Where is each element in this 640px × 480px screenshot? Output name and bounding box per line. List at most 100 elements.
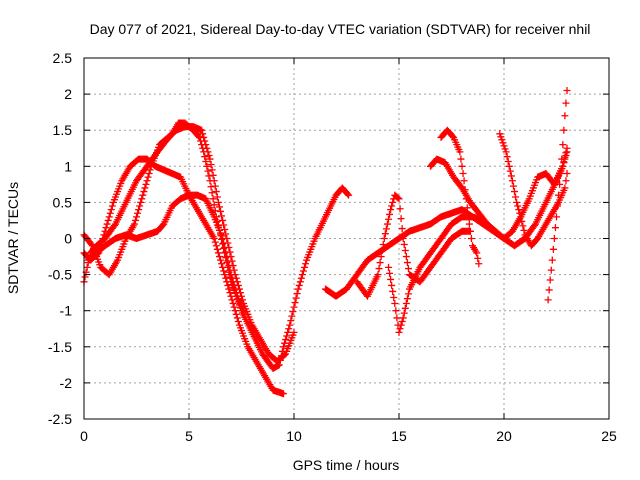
data-point: [203, 144, 211, 152]
data-point: [222, 230, 230, 238]
data-point: [214, 198, 222, 206]
data-point: [390, 293, 398, 301]
data-point: [283, 332, 291, 340]
data-point: [227, 292, 235, 300]
data-point: [198, 126, 206, 134]
data-point: [204, 148, 212, 156]
data-point: [548, 256, 556, 264]
y-tick-label: 2.5: [53, 50, 73, 66]
data-point: [302, 260, 310, 268]
data-point: [379, 241, 387, 249]
data-point: [99, 235, 107, 242]
x-tick-label: 15: [391, 428, 407, 444]
data-point: [207, 160, 215, 168]
data-point: [209, 171, 217, 179]
data-point: [344, 190, 352, 198]
data-point: [375, 265, 383, 273]
series-track-7: [385, 213, 487, 336]
data-point: [284, 328, 292, 336]
data-point: [106, 209, 114, 217]
data-point: [404, 290, 412, 298]
data-point: [514, 202, 522, 210]
data-point: [194, 132, 202, 140]
data-point: [563, 86, 571, 94]
data-point: [142, 180, 150, 188]
y-tick-label: -1.5: [48, 339, 72, 355]
data-point: [498, 136, 506, 144]
data-point: [501, 145, 509, 153]
data-point: [282, 336, 290, 344]
data-point: [456, 148, 464, 156]
data-point: [218, 260, 226, 268]
data-point: [460, 177, 468, 185]
data-point: [143, 177, 151, 185]
data-point: [280, 343, 287, 351]
data-point: [380, 235, 388, 242]
data-point: [374, 271, 382, 279]
data-point: [377, 253, 385, 261]
data-point: [232, 310, 240, 318]
data-point: [210, 235, 218, 242]
data-point: [83, 263, 91, 271]
data-point: [231, 285, 239, 293]
data-point: [393, 314, 401, 322]
y-tick-label: 0: [64, 231, 72, 247]
data-point: [212, 188, 220, 196]
data-point: [404, 265, 412, 273]
data-point: [403, 295, 411, 303]
data-point: [202, 141, 210, 149]
data-point: [511, 188, 518, 196]
data-point: [139, 191, 147, 199]
data-point: [202, 157, 210, 165]
data-point: [520, 226, 528, 234]
data-point: [224, 281, 232, 289]
data-point: [519, 222, 527, 230]
data-point: [516, 209, 524, 217]
data-point: [294, 285, 302, 293]
data-point: [391, 299, 399, 307]
data-point: [222, 248, 230, 256]
data-point: [518, 217, 526, 225]
data-point: [400, 309, 408, 317]
data-point: [502, 148, 510, 156]
data-point: [382, 225, 390, 233]
data-point: [222, 274, 230, 282]
data-point: [388, 281, 396, 289]
data-point: [458, 162, 466, 170]
x-tick-label: 0: [80, 428, 88, 444]
data-point: [461, 186, 469, 194]
data-point: [563, 144, 571, 152]
data-point: [226, 266, 234, 274]
data-point: [387, 275, 395, 283]
data-point: [233, 314, 241, 322]
data-point: [218, 212, 226, 220]
data-point: [228, 274, 236, 282]
data-point: [402, 299, 410, 307]
data-point: [227, 271, 235, 279]
data-point: [345, 191, 353, 199]
data-point: [553, 213, 560, 221]
data-point: [225, 285, 233, 293]
data-point: [388, 202, 396, 210]
data-point: [512, 193, 520, 201]
data-point: [220, 267, 228, 275]
data-point: [395, 328, 403, 336]
data-point: [104, 216, 112, 224]
data-point: [225, 262, 233, 270]
data-point: [103, 220, 111, 228]
data-point: [280, 390, 287, 398]
data-point: [545, 286, 553, 294]
data-point: [100, 231, 108, 239]
data-point: [295, 281, 303, 289]
data-point: [220, 221, 228, 229]
data-point: [463, 204, 471, 212]
y-tick-label: 0.5: [53, 194, 73, 210]
x-tick-label: 20: [496, 428, 512, 444]
data-point: [551, 224, 559, 232]
data-point: [213, 245, 221, 253]
data-point: [290, 328, 298, 336]
data-point: [383, 220, 391, 228]
data-point: [299, 267, 307, 275]
data-point: [554, 202, 562, 210]
x-tick-label: 25: [601, 428, 617, 444]
